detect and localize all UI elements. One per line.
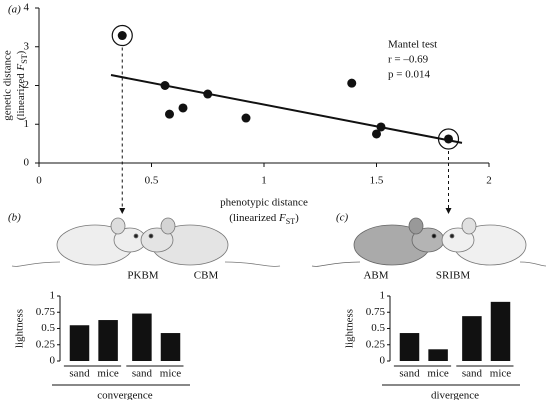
data-point — [165, 109, 174, 119]
y-tick-label: 0.25 — [36, 338, 56, 350]
bar — [98, 320, 118, 361]
y-axis-label: genetic distance — [2, 50, 14, 121]
y-tick-label: 0.25 — [366, 338, 386, 350]
y-tick-label: 0.5 — [371, 322, 385, 334]
x-tick-label: 2 — [486, 175, 492, 187]
mouse-label: ABM — [363, 270, 388, 282]
bar — [490, 301, 511, 361]
mouse-label: CBM — [194, 270, 219, 282]
x-tick-label: 1.5 — [370, 175, 384, 187]
y-axis-label: lightness — [344, 309, 356, 348]
annotation: p = 0.014 — [388, 69, 430, 81]
x-tick-label: sand — [69, 368, 90, 380]
x-tick-label: mice — [160, 368, 181, 380]
x-tick-label: sand — [132, 368, 153, 380]
data-point — [347, 78, 357, 88]
x-tick-label: 1 — [261, 175, 267, 187]
y-axis-label: lightness — [14, 309, 26, 348]
mouse-label: SRIBM — [436, 270, 470, 282]
highlight-ring — [437, 128, 460, 150]
y-tick-label: 0.75 — [36, 306, 56, 318]
bar — [399, 333, 420, 361]
mouse-illustration — [11, 217, 147, 267]
panel-label: (a) — [8, 4, 21, 16]
x-axis-label: convergence — [97, 390, 152, 400]
label-part: ST — [20, 54, 29, 63]
fit-line — [110, 74, 463, 144]
y-tick-label: 0.5 — [41, 322, 55, 334]
label-part: ) — [15, 50, 27, 54]
label-part: (linearized — [229, 212, 279, 224]
mouse-illustration — [140, 217, 281, 267]
mouse-illustration — [311, 217, 445, 267]
y-tick-label: 0 — [50, 355, 56, 367]
panel-label: (b) — [8, 212, 21, 224]
x-tick-label: sand — [462, 368, 483, 380]
label-part: F — [15, 63, 27, 71]
y-tick-label: 1 — [50, 290, 56, 302]
mouse-label: PKBM — [127, 270, 158, 282]
x-tick-label: mice — [490, 368, 511, 380]
y-tick-label: 2 — [24, 79, 30, 91]
data-point — [203, 89, 213, 99]
label-part: (linearized — [15, 70, 27, 120]
highlight-ring — [111, 24, 133, 47]
bar — [462, 316, 482, 361]
y-tick-label: 0 — [24, 157, 30, 169]
bar — [132, 313, 152, 361]
data-point — [241, 113, 251, 123]
y-tick-label: 3 — [24, 40, 30, 52]
y-axis-label: (linearized FST) — [15, 50, 30, 120]
x-axis-label: divergence — [431, 390, 479, 400]
mouse-illustration — [441, 217, 547, 267]
x-axis-label: phenotypic distance — [220, 197, 308, 209]
bar — [69, 325, 90, 361]
data-point — [117, 31, 127, 41]
bar — [160, 333, 181, 361]
data-point — [376, 122, 386, 132]
annotation: r = –0.69 — [388, 54, 429, 66]
data-point — [178, 103, 188, 113]
annotation: Mantel test — [388, 39, 437, 51]
arrow-head — [445, 208, 452, 214]
y-tick-label: 1 — [24, 118, 30, 130]
bar — [428, 349, 448, 361]
x-tick-label: mice — [97, 368, 118, 380]
label-part: F — [278, 212, 286, 224]
x-tick-label: sand — [399, 368, 420, 380]
label-part: ST — [286, 217, 295, 226]
data-point — [444, 134, 453, 144]
x-axis-label: (linearized FST) — [229, 212, 299, 227]
y-tick-label: 1 — [380, 290, 386, 302]
y-tick-label: 0 — [380, 355, 386, 367]
arrow-head — [119, 208, 126, 214]
x-tick-label: mice — [427, 368, 448, 380]
x-tick-label: 0 — [36, 175, 42, 187]
x-tick-label: 0.5 — [145, 175, 159, 187]
data-point — [160, 81, 170, 90]
data-point — [372, 129, 381, 139]
panel-label: (c) — [336, 212, 349, 224]
y-tick-label: 4 — [24, 2, 30, 14]
label-part: ) — [295, 212, 299, 224]
y-tick-label: 0.75 — [366, 306, 386, 318]
